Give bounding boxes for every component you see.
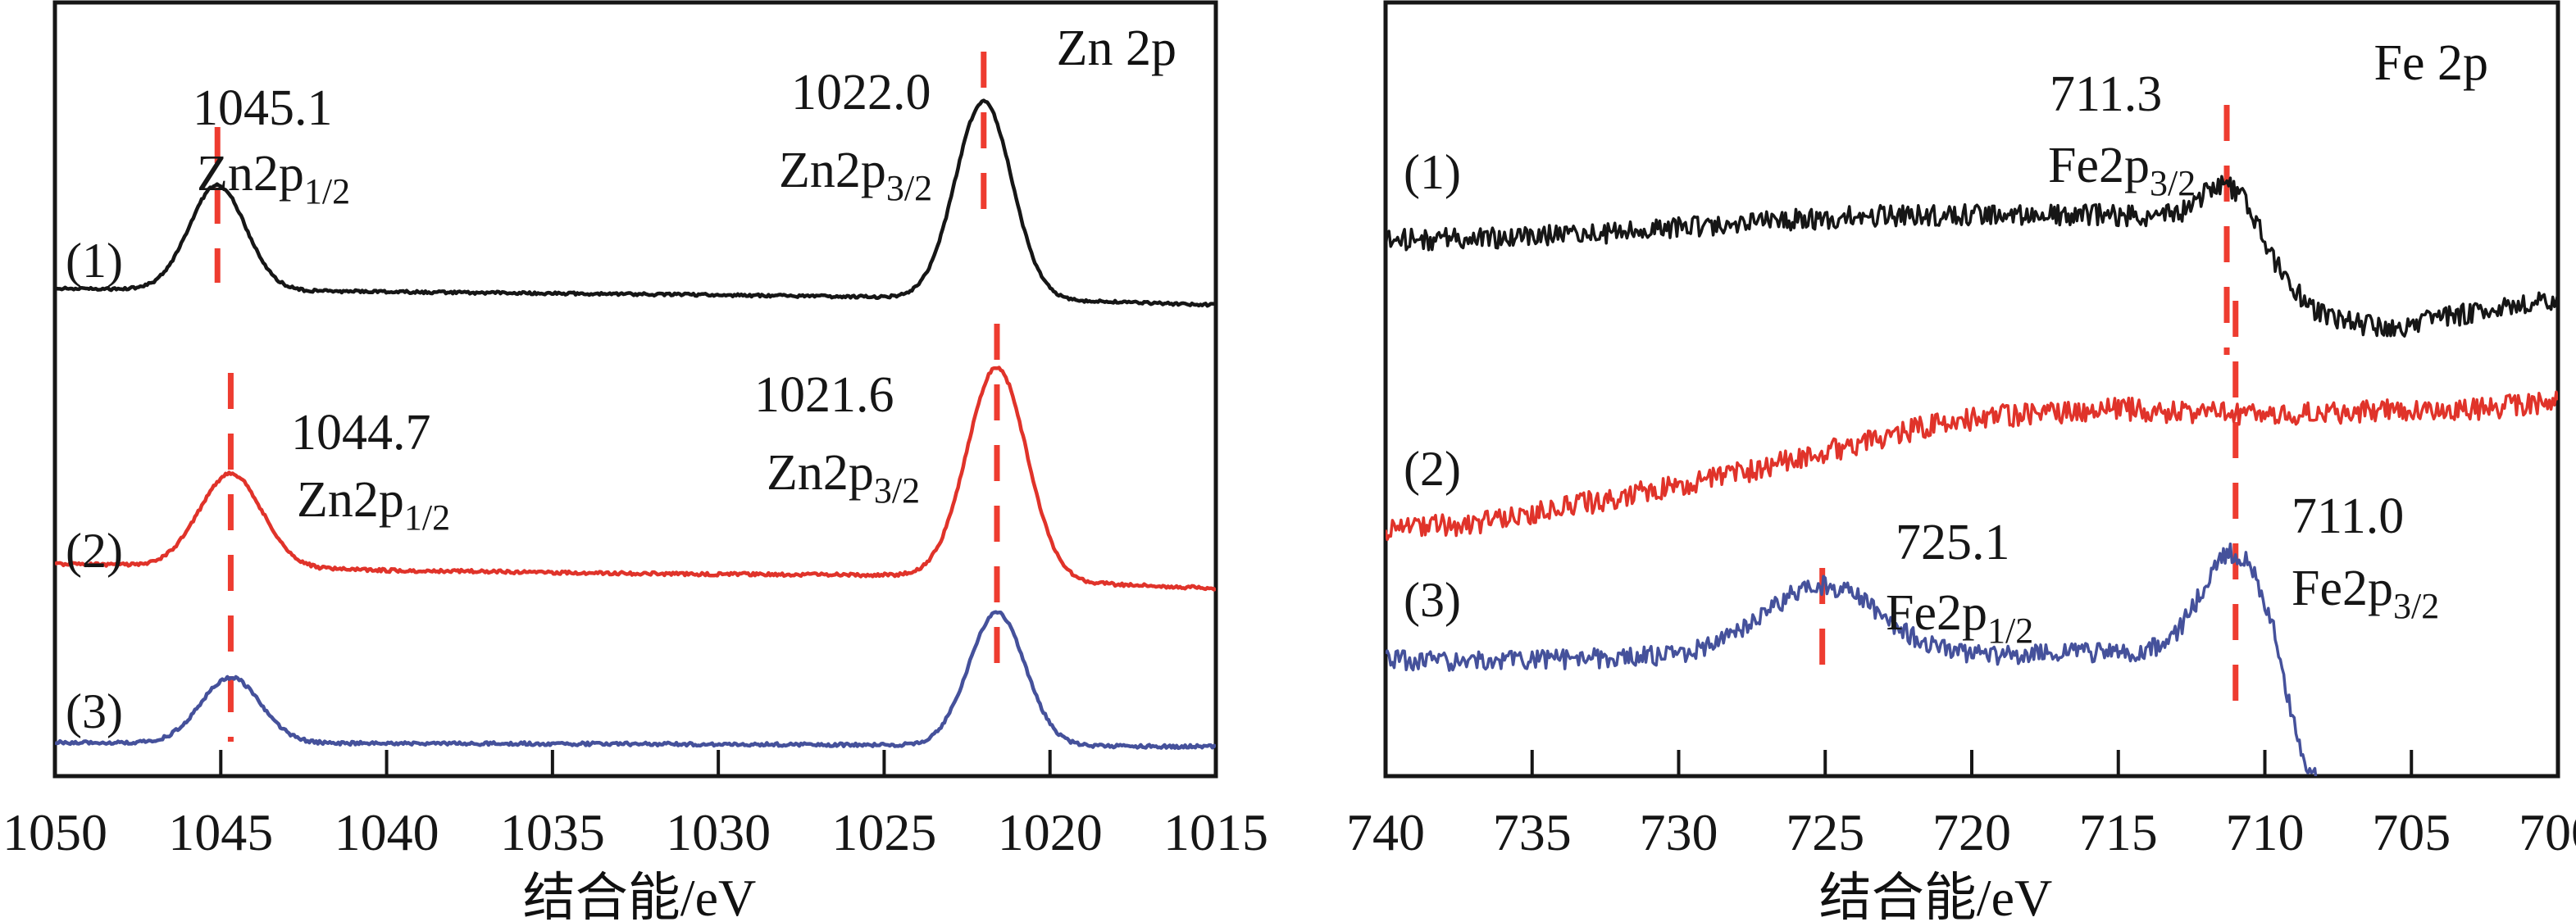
x-tick-label: 1035: [500, 803, 605, 861]
curve-label: (3): [66, 684, 123, 738]
curve-label: (1): [66, 234, 123, 288]
peak-annotation: 1044.7: [291, 405, 431, 461]
peak-annotation: Zn2p3/2: [767, 445, 920, 511]
x-tick-label: 740: [1346, 803, 1425, 861]
x-tick-label: 1025: [831, 803, 936, 861]
spectrum-curve-1: [55, 98, 1216, 308]
x-tick-label: 720: [1932, 803, 2011, 861]
panel-title-zn2p: Zn 2p: [1056, 20, 1176, 76]
curve-label: (1): [1404, 145, 1461, 199]
spectrum-curve-1: [1386, 175, 2558, 338]
plot-frame: [52, 0, 1218, 779]
x-tick-label: 710: [2226, 803, 2305, 861]
x-tick-label: 705: [2372, 803, 2451, 861]
x-tick-label: 1030: [666, 803, 771, 861]
curve-label: (3): [1404, 573, 1461, 627]
x-tick-label: 700: [2519, 803, 2576, 861]
peak-annotation: Fe2p3/2: [2048, 138, 2196, 203]
x-tick-label: 1040: [335, 803, 439, 861]
x-tick-label: 1015: [1163, 803, 1268, 861]
spectrum-curve-3: [55, 610, 1216, 751]
panel-title-fe2p: Fe 2p: [2373, 35, 2489, 91]
x-tick-label: 725: [1786, 803, 1864, 861]
x-tick-label: 1045: [168, 803, 273, 861]
x-tick-label: 735: [1493, 803, 1572, 861]
peak-annotation: 711.3: [2050, 66, 2162, 122]
x-tick-label: 715: [2079, 803, 2158, 861]
peak-annotation: 711.0: [2292, 488, 2404, 544]
x-tick-label: 1050: [2, 803, 107, 861]
x-axis-title-left: 结合能/eV: [522, 869, 757, 922]
spectrum-curve-2: [1386, 390, 2558, 542]
peak-annotation: 1045.1: [193, 80, 333, 136]
peak-annotation: 1021.6: [754, 367, 894, 423]
peak-annotation: 725.1: [1896, 515, 2010, 570]
x-tick-label: 1020: [998, 803, 1103, 861]
x-axis-title-right: 结合能/eV: [1818, 869, 2053, 922]
curve-label: (2): [66, 524, 123, 578]
peak-annotation: Fe2p1/2: [1886, 585, 2033, 651]
peak-annotation: Zn2p1/2: [297, 472, 450, 538]
plot-frame: [1383, 0, 2560, 779]
spectrum-curve-3: [1386, 542, 2318, 776]
peak-annotation: Fe2p3/2: [2292, 561, 2439, 626]
peak-annotation: Zn2p3/2: [779, 143, 932, 208]
curve-label: (2): [1404, 442, 1461, 496]
spectrum-curve-2: [55, 366, 1216, 592]
peak-annotation: 1022.0: [791, 65, 931, 120]
x-tick-label: 730: [1640, 803, 1718, 861]
